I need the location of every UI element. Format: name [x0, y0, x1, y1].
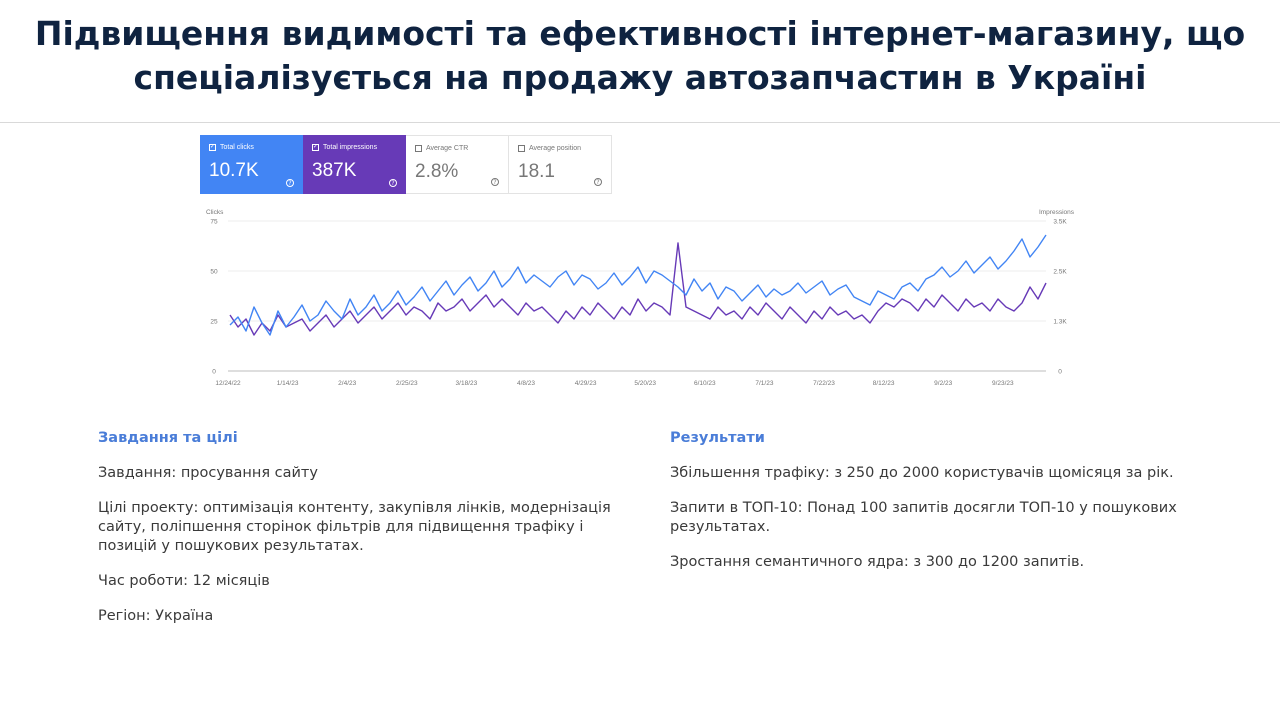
card-value: 387K: [312, 160, 357, 181]
y-left-tick-label: 0: [212, 369, 216, 376]
series-line-impressions: [229, 242, 1047, 336]
help-icon[interactable]: ?: [389, 179, 397, 187]
y-right-tick-label: 1.3K: [1053, 319, 1067, 326]
card-label: Average position: [529, 145, 582, 152]
x-tick-label: 2/25/23: [396, 380, 418, 387]
x-tick-label: 2/4/23: [338, 380, 356, 387]
metric-cards: ✓ Total clicks 10.7K ? ✓ Total impressions…: [200, 135, 612, 194]
x-tick-label: 6/10/23: [694, 380, 716, 387]
checkbox-icon[interactable]: [415, 145, 422, 152]
y-right-tick-label: 3.5K: [1053, 219, 1067, 226]
x-tick-label: 4/29/23: [575, 380, 597, 387]
y-right-tick-label: 0: [1058, 369, 1062, 376]
x-tick-label: 8/12/23: [873, 380, 895, 387]
tasks-item: Завдання: просування сайту: [98, 465, 318, 481]
x-tick-label: 7/1/23: [755, 380, 773, 387]
x-tick-label: 9/23/23: [992, 380, 1014, 387]
card-total-impressions[interactable]: ✓ Total impressions 387K ?: [303, 135, 406, 194]
checkbox-icon[interactable]: ✓: [209, 144, 216, 151]
series-line-clicks: [229, 234, 1047, 336]
y-left-tick-label: 50: [210, 269, 218, 276]
card-total-clicks[interactable]: ✓ Total clicks 10.7K ?: [200, 135, 303, 194]
card-value: 2.8%: [415, 161, 459, 182]
x-tick-label: 9/2/23: [934, 380, 952, 387]
tasks-item: Час роботи: 12 місяців: [98, 573, 270, 589]
tasks-section: Завдання та цілі Завдання: просування са…: [98, 430, 638, 642]
results-heading: Результати: [670, 430, 765, 446]
y-left-tick-label: 25: [210, 319, 218, 326]
card-label: Average CTR: [426, 145, 469, 152]
results-item: Зростання семантичного ядра: з 300 до 12…: [670, 554, 1085, 570]
results-section: Результати Збільшення трафіку: з 250 до …: [670, 430, 1210, 588]
checkbox-icon[interactable]: [518, 145, 525, 152]
divider: [0, 122, 1280, 123]
card-average-ctr[interactable]: Average CTR 2.8% ?: [406, 135, 509, 194]
tasks-item: Регіон: Україна: [98, 608, 214, 624]
traffic-line-chart: Clicks Impressions 75 3.5K 50 2.5K 25 1.3K 0 0 12/…: [206, 209, 1075, 387]
card-value: 18.1: [518, 161, 555, 182]
x-tick-label: 7/22/23: [813, 380, 835, 387]
x-tick-label: 3/18/23: [456, 380, 478, 387]
page-title: Підвищення видимості та ефективності інт…: [34, 14, 1246, 97]
card-label: Total clicks: [220, 144, 254, 151]
y-left-tick-label: 75: [210, 219, 218, 226]
results-item: Збільшення трафіку: з 250 до 2000 корист…: [670, 465, 1174, 481]
help-icon[interactable]: ?: [491, 178, 499, 186]
x-tick-label: 4/8/23: [517, 380, 535, 387]
card-value: 10.7K: [209, 160, 259, 181]
y-right-tick-label: 2.5K: [1053, 269, 1067, 276]
tasks-heading: Завдання та цілі: [98, 430, 238, 446]
help-icon[interactable]: ?: [286, 179, 294, 187]
x-tick-label: 5/20/23: [634, 380, 656, 387]
card-average-position[interactable]: Average position 18.1 ?: [509, 135, 612, 194]
y-right-axis-label: Impressions: [1039, 209, 1075, 216]
x-tick-label: 1/14/23: [277, 380, 299, 387]
results-item: Запити в ТОП-10: Понад 100 запитів досяг…: [670, 500, 1177, 535]
card-label: Total impressions: [323, 144, 378, 151]
checkbox-icon[interactable]: ✓: [312, 144, 319, 151]
help-icon[interactable]: ?: [594, 178, 602, 186]
y-left-axis-label: Clicks: [206, 209, 224, 216]
tasks-item: Цілі проекту: оптимізація контенту, заку…: [98, 500, 611, 554]
x-tick-label: 12/24/22: [215, 380, 241, 387]
